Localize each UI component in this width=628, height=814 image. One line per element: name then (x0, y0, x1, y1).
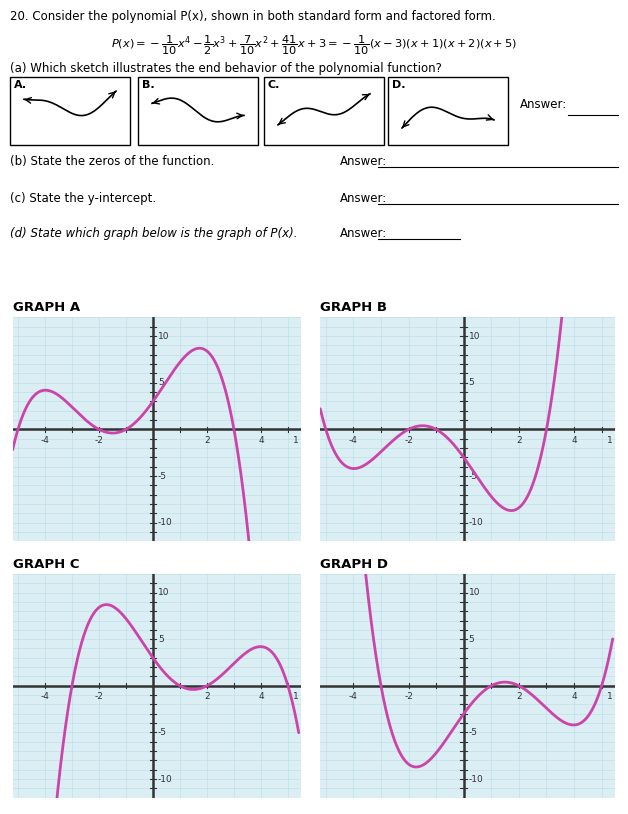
Text: -2: -2 (95, 693, 104, 702)
Text: 4: 4 (258, 693, 264, 702)
Text: $P(x)=-\dfrac{1}{10}x^4-\dfrac{1}{2}x^3+\dfrac{7}{10}x^2+\dfrac{41}{10}x+3=-\dfr: $P(x)=-\dfrac{1}{10}x^4-\dfrac{1}{2}x^3+… (111, 34, 517, 58)
Text: Answer:: Answer: (520, 98, 567, 112)
Text: -4: -4 (349, 436, 358, 445)
Text: 5: 5 (468, 379, 474, 387)
Text: (d) State which graph below is the graph of P(x).: (d) State which graph below is the graph… (10, 227, 298, 240)
Text: 4: 4 (571, 693, 577, 702)
Text: Answer:: Answer: (340, 155, 387, 168)
Text: 1: 1 (293, 436, 299, 445)
Text: 2: 2 (516, 693, 522, 702)
Text: C.: C. (268, 80, 280, 90)
Text: 10: 10 (468, 588, 480, 597)
Text: -2: -2 (95, 436, 104, 445)
Text: 2: 2 (204, 436, 210, 445)
Text: 2: 2 (516, 436, 522, 445)
Text: GRAPH B: GRAPH B (320, 301, 387, 314)
Text: -5: -5 (158, 728, 167, 737)
Text: B.: B. (142, 80, 154, 90)
Text: (a) Which sketch illustrates the end behavior of the polynomial function?: (a) Which sketch illustrates the end beh… (10, 62, 442, 75)
Text: 5: 5 (158, 635, 163, 644)
Text: -2: -2 (404, 436, 413, 445)
Text: -5: -5 (468, 471, 478, 480)
Text: Answer:: Answer: (340, 227, 387, 240)
Text: 1: 1 (607, 436, 613, 445)
Text: 4: 4 (571, 436, 577, 445)
Text: -2: -2 (404, 693, 413, 702)
Text: 10: 10 (158, 331, 170, 340)
Text: 20. Consider the polynomial P(x), shown in both standard form and factored form.: 20. Consider the polynomial P(x), shown … (10, 10, 495, 23)
Text: -4: -4 (41, 693, 50, 702)
Bar (138, 77, 258, 145)
Text: (b) State the zeros of the function.: (b) State the zeros of the function. (10, 155, 214, 168)
Text: 1: 1 (293, 693, 299, 702)
Text: -10: -10 (158, 519, 173, 527)
Text: -5: -5 (158, 471, 167, 480)
Text: 10: 10 (468, 331, 480, 340)
Text: 4: 4 (258, 436, 264, 445)
Text: -5: -5 (468, 728, 478, 737)
Text: 10: 10 (158, 588, 170, 597)
Bar (10, 77, 130, 145)
Text: 2: 2 (204, 693, 210, 702)
Text: A.: A. (14, 80, 27, 90)
Text: -10: -10 (158, 775, 173, 784)
Text: -10: -10 (468, 519, 484, 527)
Bar (388, 77, 508, 145)
Text: GRAPH C: GRAPH C (13, 558, 79, 571)
Text: -4: -4 (349, 693, 358, 702)
Bar (264, 77, 384, 145)
Text: 1: 1 (607, 693, 613, 702)
Text: Answer:: Answer: (340, 191, 387, 204)
Text: GRAPH A: GRAPH A (13, 301, 80, 314)
Text: D.: D. (392, 80, 406, 90)
Text: 5: 5 (468, 635, 474, 644)
Text: (c) State the y-intercept.: (c) State the y-intercept. (10, 191, 156, 204)
Text: GRAPH D: GRAPH D (320, 558, 388, 571)
Text: 5: 5 (158, 379, 163, 387)
Text: -10: -10 (468, 775, 484, 784)
Text: -4: -4 (41, 436, 50, 445)
